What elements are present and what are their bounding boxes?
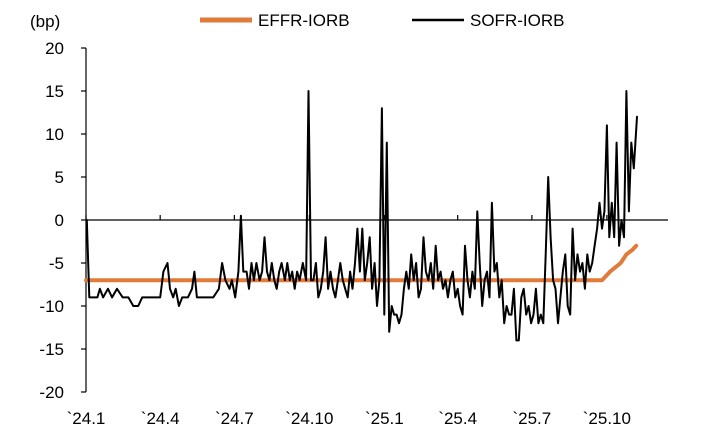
y-tick-label: -20 — [39, 383, 64, 402]
y-axis-label: (bp) — [30, 12, 60, 31]
x-tick-label: `24.4 — [141, 409, 180, 428]
legend-label-sofr-iorb: SOFR-IORB — [470, 11, 564, 30]
y-tick-label: 5 — [55, 168, 64, 187]
x-tick-label: `24.7 — [215, 409, 254, 428]
legend: EFFR-IORB SOFR-IORB — [200, 11, 564, 30]
x-tick-label: `25.7 — [512, 409, 551, 428]
y-axis: 20 15 10 5 0 -5 -10 -15 -20 — [39, 39, 87, 402]
legend-label-effr-iorb: EFFR-IORB — [258, 11, 350, 30]
series-layer — [84, 90, 639, 342]
y-tick-label: -15 — [39, 340, 64, 359]
y-tick-label: -5 — [49, 254, 64, 273]
x-tick-label: `24.1 — [67, 409, 106, 428]
y-tick-label: 0 — [55, 211, 64, 230]
x-tick-label: `25.4 — [438, 409, 477, 428]
series-line-effr-iorb — [84, 243, 639, 283]
y-tick-label: 10 — [45, 125, 64, 144]
y-tick-label: 20 — [45, 39, 64, 58]
x-axis: `24.1 `24.4 `24.7 `24.10 `25.1 `25.4 `25.7 `25.… — [67, 215, 668, 428]
x-tick-label: `24.10 — [285, 409, 333, 428]
y-tick-label: 15 — [45, 82, 64, 101]
series-line-sofr-iorb — [85, 90, 638, 342]
y-tick-label: -10 — [39, 297, 64, 316]
x-tick-label: `25.1 — [365, 409, 404, 428]
x-tick-label: `25.10 — [583, 409, 631, 428]
